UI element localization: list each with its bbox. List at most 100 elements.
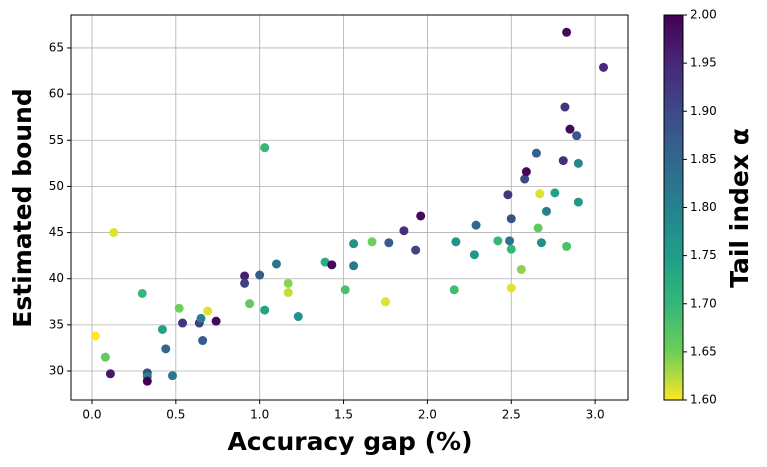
colorbar-strip: [664, 140, 683, 144]
colorbar-strip: [664, 332, 683, 337]
colorbar-strip: [664, 75, 683, 80]
colorbar-strip: [664, 159, 683, 164]
colorbar-strip: [664, 255, 683, 260]
colorbar-tick-label: 1.95: [690, 56, 717, 70]
point: [560, 102, 570, 112]
colorbar-strip: [664, 351, 683, 356]
colorbar-strip: [664, 82, 683, 87]
point: [137, 288, 147, 298]
colorbar-strip: [664, 114, 683, 119]
colorbar-strip: [664, 191, 683, 196]
point: [240, 271, 250, 281]
point: [493, 236, 503, 246]
colorbar-strip: [664, 383, 683, 388]
point: [573, 158, 583, 168]
colorbar-strip: [664, 136, 683, 141]
colorbar-tick-label: 1.85: [690, 152, 717, 166]
colorbar-strip: [664, 252, 683, 257]
colorbar-tick-label: 1.75: [690, 248, 717, 262]
point: [283, 288, 293, 298]
colorbar-strip: [664, 268, 683, 273]
point: [535, 189, 545, 199]
colorbar-strip: [664, 72, 683, 77]
colorbar-strip: [664, 310, 683, 314]
point: [558, 156, 568, 166]
x-tick-label: 0.5: [166, 408, 185, 422]
colorbar-strip: [664, 149, 683, 154]
point: [161, 344, 171, 354]
colorbar-strip: [664, 133, 683, 138]
y-tick-label: 30: [49, 364, 64, 378]
colorbar-strip: [664, 278, 683, 282]
colorbar-strip: [664, 152, 683, 157]
point: [506, 283, 516, 293]
colorbar-strip: [664, 290, 683, 295]
colorbar-strip: [664, 201, 683, 205]
point: [90, 331, 100, 341]
colorbar-strip: [664, 66, 683, 71]
point: [349, 239, 359, 249]
colorbar-strip: [664, 43, 683, 48]
colorbar-strip: [664, 271, 683, 276]
y-tick-label: 50: [49, 179, 64, 193]
point: [471, 220, 481, 230]
colorbar-strip: [664, 303, 683, 308]
colorbar-strip: [664, 239, 683, 244]
point: [178, 318, 188, 328]
colorbar-tick-label: 1.80: [690, 200, 717, 214]
point: [541, 206, 551, 216]
colorbar-tick-label: 1.90: [690, 104, 717, 118]
colorbar-strip: [664, 37, 683, 42]
colorbar-strip: [664, 294, 683, 298]
colorbar-strip: [664, 316, 683, 321]
point: [157, 324, 167, 334]
y-tick-label: 35: [49, 317, 64, 331]
colorbar-strip: [664, 172, 683, 177]
point: [503, 190, 513, 200]
colorbar-strip: [664, 98, 683, 103]
colorbar-strip: [664, 194, 683, 199]
point: [449, 285, 459, 295]
colorbar-strip: [664, 175, 683, 180]
colorbar-strip: [664, 390, 683, 395]
y-axis-title: Estimated bound: [8, 88, 37, 327]
colorbar-strip: [664, 111, 683, 116]
colorbar-strip: [664, 79, 683, 83]
point: [255, 270, 265, 280]
colorbar-strip: [664, 18, 683, 23]
colorbar-strip: [664, 56, 683, 61]
colorbar-strip: [664, 339, 683, 343]
point: [283, 278, 293, 288]
colorbar-strip: [664, 185, 683, 189]
point: [550, 188, 560, 198]
x-tick-label: 1.5: [334, 408, 353, 422]
point: [293, 312, 303, 322]
colorbar-strip: [664, 31, 683, 35]
colorbar-strip: [664, 34, 683, 39]
colorbar-strip: [664, 246, 683, 250]
point: [536, 238, 546, 248]
colorbar-strip: [664, 387, 683, 391]
colorbar-strip: [664, 108, 683, 112]
colorbar-strip: [664, 181, 683, 186]
colorbar-strip: [664, 120, 683, 125]
point: [562, 241, 572, 251]
colorbar-strip: [664, 53, 683, 58]
point: [531, 148, 541, 158]
colorbar-strip: [664, 24, 683, 29]
point: [109, 228, 119, 238]
plot-frame: [70, 14, 629, 401]
point: [260, 305, 270, 315]
point: [469, 250, 479, 260]
point: [451, 237, 461, 247]
y-tick-label: 45: [49, 225, 64, 239]
colorbar-strip: [664, 236, 683, 241]
point: [506, 214, 516, 224]
colorbar-strip: [664, 146, 683, 151]
point: [196, 313, 206, 323]
point: [565, 124, 575, 134]
point: [167, 371, 177, 381]
colorbar-strip: [664, 88, 683, 93]
colorbar-strip: [664, 204, 683, 209]
colorbar-strip: [664, 213, 683, 218]
